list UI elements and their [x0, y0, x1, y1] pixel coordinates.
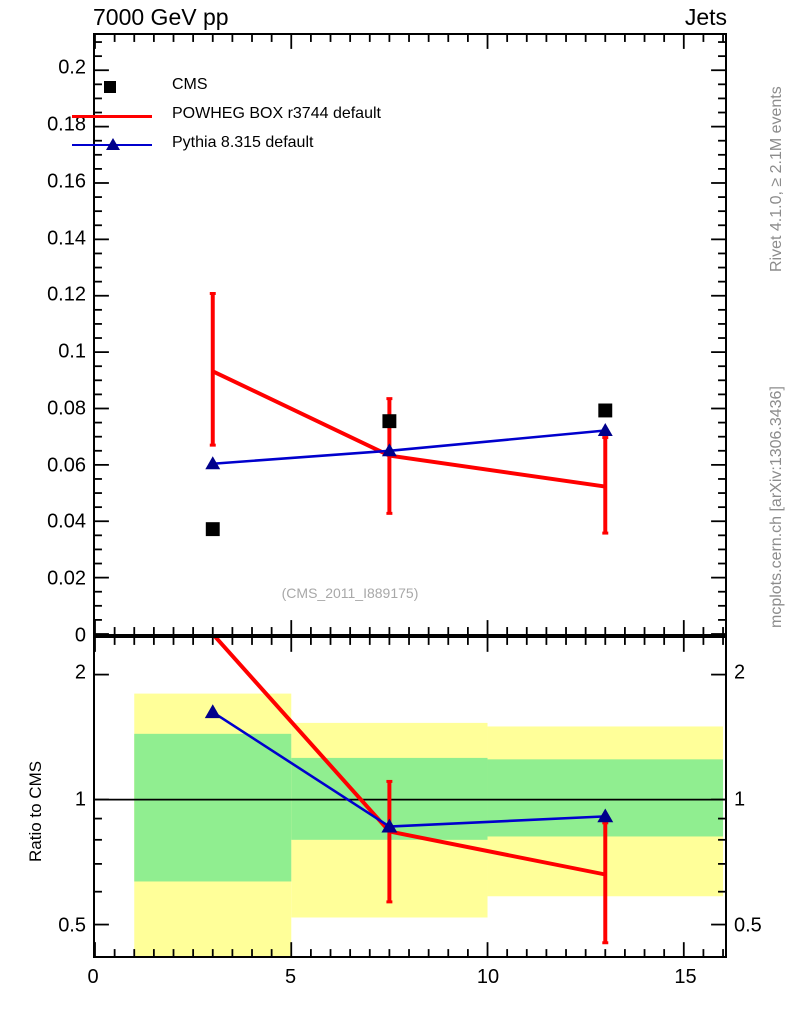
- header-left-label: 7000 GeV pp: [93, 4, 229, 30]
- main-y-tick-label: 0.04: [47, 510, 86, 533]
- ratio-y-tick-label: 1: [74, 788, 86, 811]
- legend-square-icon: [104, 81, 116, 93]
- main-y-tick-label: 0.08: [47, 397, 86, 420]
- ratio-axis-title: Ratio to CMS: [26, 760, 45, 862]
- main-y-tick-label: 0.14: [47, 227, 86, 250]
- legend-triangle-icon: [106, 138, 120, 150]
- main-plot-canvas: [95, 35, 725, 634]
- main-plot-panel: [93, 33, 727, 636]
- ratio-y-tick-label: 0.5: [58, 914, 86, 937]
- x-tick-label: 10: [476, 966, 500, 988]
- main-y-tick-label: 0.16: [47, 170, 86, 193]
- analysis-watermark: (CMS_2011_I889175): [281, 585, 419, 601]
- legend-marker: [60, 130, 164, 159]
- legend-label: CMS: [172, 76, 208, 93]
- main-y-tick-label: 0.12: [47, 283, 86, 306]
- mcplots-reference-label: mcplots.cern.ch [arXiv:1306.3436]: [768, 386, 785, 628]
- main-y-tick-label: 0.1: [58, 340, 86, 363]
- x-tick-label: 15: [674, 966, 697, 988]
- legend-label: POWHEG BOX r3744 default: [172, 105, 381, 122]
- main-y-tick-label: 0.02: [47, 567, 86, 590]
- header-right-label: Jets: [684, 4, 727, 30]
- main-y-tick-label: 0: [74, 624, 86, 647]
- legend-label: Pythia 8.315 default: [172, 134, 314, 151]
- legend-line-icon: [72, 115, 152, 118]
- ratio-y-tick-label-right: 1: [734, 788, 746, 811]
- ratio-plot-canvas: [95, 638, 725, 956]
- rivet-version-label: Rivet 4.1.0, ≥ 2.1M events: [768, 86, 785, 272]
- ratio-y-tick-label: 2: [74, 661, 86, 684]
- legend-marker: [60, 72, 164, 101]
- ratio-y-tick-label-right: 2: [734, 661, 746, 684]
- main-y-tick-label: 0.18: [47, 113, 86, 136]
- main-y-tick-label: 0.06: [47, 454, 86, 477]
- legend-marker: [60, 101, 164, 130]
- ratio-plot-panel: [93, 636, 727, 958]
- x-tick-label: 0: [87, 966, 99, 988]
- ratio-y-tick-label-right: 0.5: [734, 914, 762, 937]
- x-tick-label: 5: [284, 966, 297, 988]
- main-y-tick-label: 0.2: [58, 56, 86, 79]
